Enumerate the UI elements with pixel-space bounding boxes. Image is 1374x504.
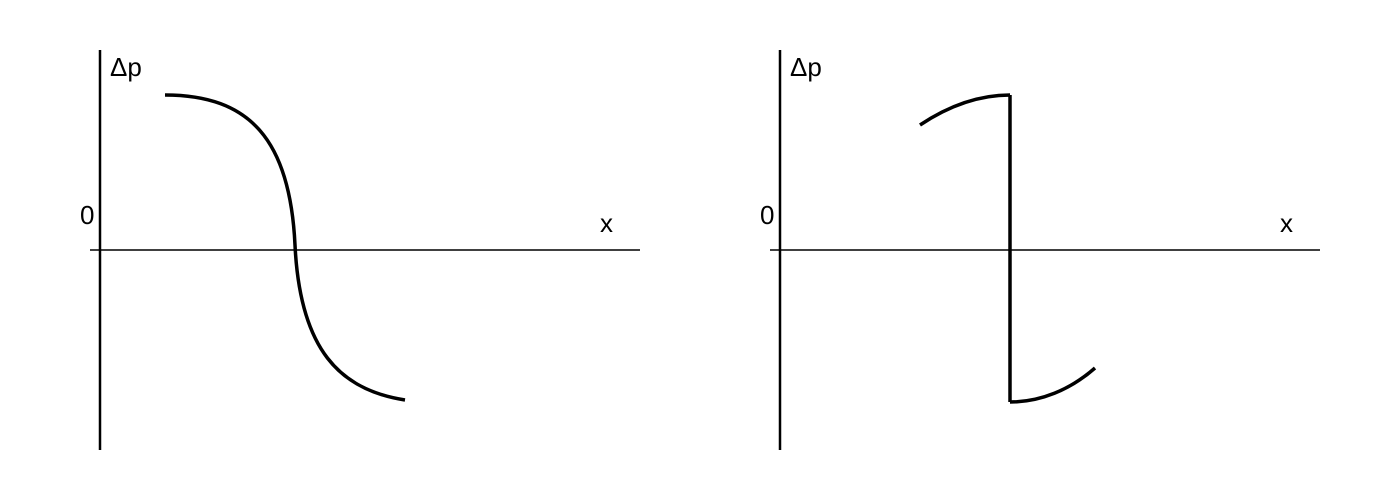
chart-left: Δp 0 x bbox=[80, 40, 660, 460]
origin-label-left: 0 bbox=[80, 200, 94, 231]
upper-arc-right bbox=[920, 95, 1010, 125]
curve-left bbox=[165, 95, 405, 400]
y-axis-label-left: Δp bbox=[110, 52, 142, 83]
chart-right-svg bbox=[760, 40, 1340, 460]
x-axis-label-left: x bbox=[600, 208, 613, 239]
y-axis-label-right: Δp bbox=[790, 52, 822, 83]
chart-right: Δp 0 x bbox=[760, 40, 1340, 460]
lower-arc-right bbox=[1010, 368, 1095, 402]
chart-left-svg bbox=[80, 40, 660, 460]
x-axis-label-right: x bbox=[1280, 208, 1293, 239]
origin-label-right: 0 bbox=[760, 200, 774, 231]
